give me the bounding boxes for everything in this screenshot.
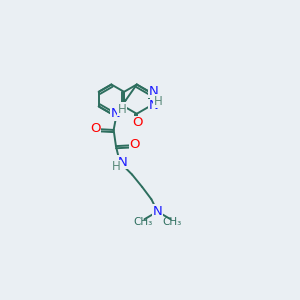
Text: H: H <box>112 160 120 173</box>
Text: CH₃: CH₃ <box>133 217 152 226</box>
Text: H: H <box>118 103 127 116</box>
Text: O: O <box>129 138 140 151</box>
Text: CH₃: CH₃ <box>163 217 182 226</box>
Text: N: N <box>148 85 158 98</box>
Text: H: H <box>154 94 162 108</box>
Text: N: N <box>110 107 120 120</box>
Text: O: O <box>132 116 143 129</box>
Text: N: N <box>118 156 128 169</box>
Text: N: N <box>148 99 158 112</box>
Text: O: O <box>90 122 101 135</box>
Text: N: N <box>153 205 162 218</box>
